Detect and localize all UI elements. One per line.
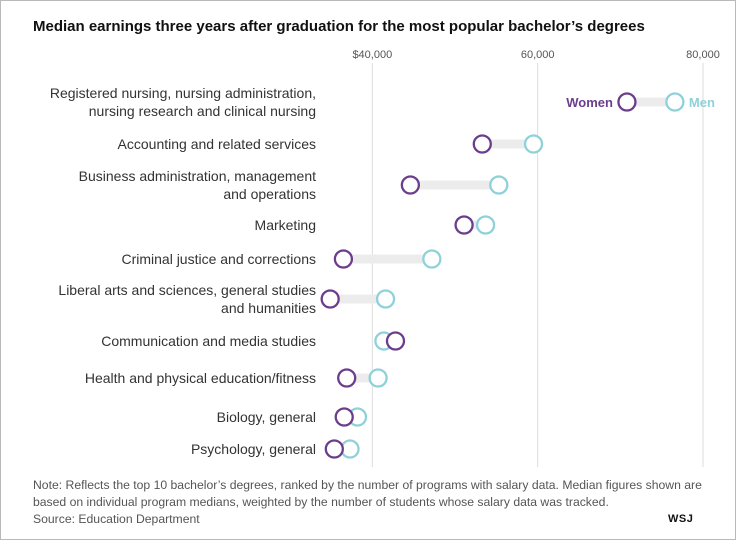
- chart-note: Note: Reflects the top 10 bachelor’s deg…: [33, 477, 723, 528]
- x-tick-label-0: $40,000: [352, 49, 392, 61]
- women-marker: [454, 215, 474, 235]
- row-5: Liberal arts and sciences, general studi…: [58, 282, 396, 316]
- women-marker: [334, 407, 354, 427]
- men-marker: [368, 368, 388, 388]
- men-marker: [489, 175, 509, 195]
- category-label: Registered nursing, nursing administrati…: [50, 85, 316, 101]
- men-marker: [375, 289, 396, 309]
- x-tick-label-2: 80,000: [686, 49, 720, 61]
- category-label: Marketing: [255, 217, 316, 233]
- women-marker: [333, 249, 354, 269]
- category-label: Health and physical education/fitness: [85, 370, 316, 386]
- category-label: and operations: [223, 186, 316, 202]
- row-3: Marketing: [255, 215, 496, 235]
- men-marker: [523, 134, 544, 154]
- legend-women: Women: [566, 95, 613, 110]
- women-marker: [400, 175, 421, 195]
- x-tick-label-1: 60,000: [521, 49, 555, 61]
- category-label: Psychology, general: [191, 441, 316, 457]
- women-marker: [324, 439, 344, 459]
- women-marker: [617, 92, 637, 112]
- women-marker: [472, 134, 492, 154]
- gridlines: [371, 63, 704, 467]
- legend-men: Men: [689, 95, 715, 110]
- source-line: Source: Education Department: [33, 512, 200, 526]
- row-9: Psychology, general: [191, 439, 360, 459]
- row-2: Business administration, management and o…: [79, 168, 509, 202]
- chart-rows: Registered nursing, nursing administrati…: [50, 85, 715, 459]
- category-label: and humanities: [221, 300, 316, 316]
- wsj-logo: WSJ: [668, 513, 694, 525]
- dumbbell-chart: $40,000 60,000 80,000 Registered nursing, …: [50, 49, 720, 467]
- x-axis-ticks: $40,000 60,000 80,000: [352, 49, 719, 61]
- women-marker: [385, 331, 406, 351]
- note-line-2: based on individual program medians, wei…: [33, 495, 609, 509]
- category-label: Criminal justice and corrections: [121, 251, 316, 267]
- category-label: Communication and media studies: [101, 333, 316, 349]
- category-label: Accounting and related services: [118, 136, 316, 152]
- men-marker: [422, 249, 442, 269]
- row-8: Biology, general: [217, 407, 368, 427]
- note-line-1: Note: Reflects the top 10 bachelor’s deg…: [33, 478, 702, 492]
- row-7: Health and physical education/fitness: [85, 368, 388, 388]
- women-marker: [320, 289, 340, 309]
- row-6: Communication and media studies: [101, 331, 406, 351]
- row-4: Criminal justice and corrections: [121, 249, 442, 269]
- row-1: Accounting and related services: [118, 134, 544, 154]
- chart-title: Median earnings three years after gradua…: [33, 18, 645, 35]
- category-label: Biology, general: [217, 409, 316, 425]
- men-marker: [340, 439, 360, 459]
- row-0: Registered nursing, nursing administrati…: [50, 85, 715, 119]
- men-marker: [665, 92, 685, 112]
- category-label: Liberal arts and sciences, general studi…: [58, 282, 316, 298]
- category-label: nursing research and clinical nursing: [89, 103, 316, 119]
- women-marker: [337, 368, 357, 388]
- men-marker: [475, 215, 496, 235]
- category-label: Business administration, management: [79, 168, 316, 184]
